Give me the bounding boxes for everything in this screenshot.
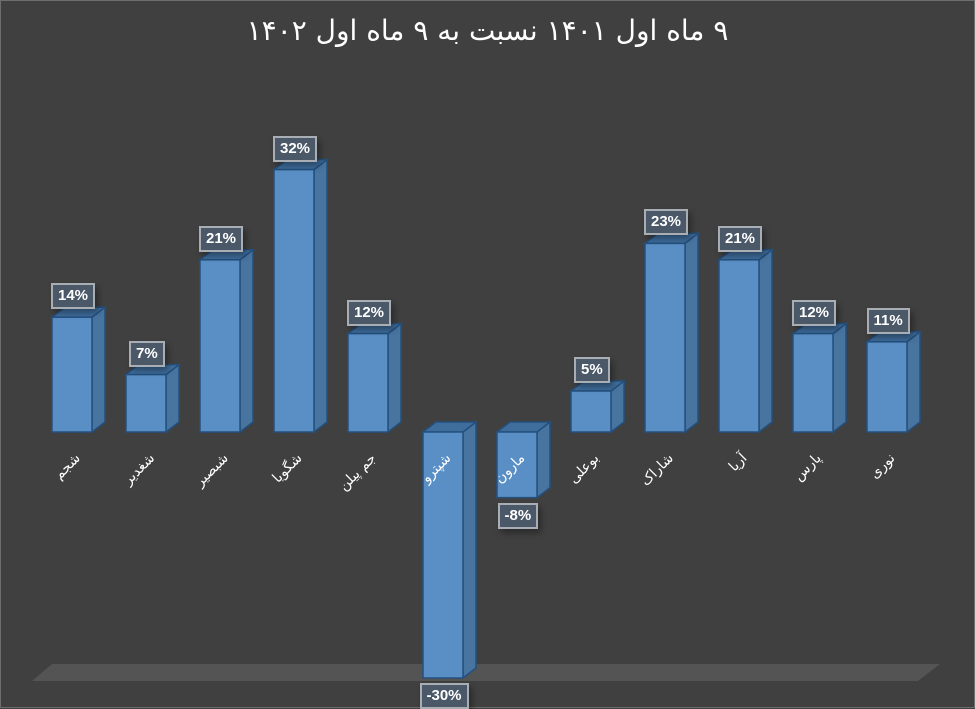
- bar-front: [347, 332, 389, 433]
- data-label: -8%: [497, 502, 539, 529]
- bar-side: [165, 363, 180, 434]
- bar-side: [684, 231, 699, 434]
- bar-side: [387, 322, 402, 434]
- bar-8: [642, 231, 701, 434]
- bar-9: [716, 248, 775, 434]
- bar-6: [494, 420, 553, 500]
- bar-front: [51, 316, 93, 433]
- bar-4: [345, 322, 404, 434]
- bar-front: [496, 431, 538, 499]
- data-label: 21%: [718, 225, 763, 252]
- bar-side: [313, 158, 328, 434]
- bar-front: [199, 259, 241, 433]
- data-label: 5%: [574, 357, 610, 383]
- bar-front: [644, 242, 686, 433]
- data-label: 7%: [129, 340, 165, 367]
- bar-front: [570, 390, 612, 433]
- data-label: 11%: [866, 307, 910, 334]
- bar-side: [906, 330, 921, 434]
- bar-side: [832, 322, 847, 434]
- data-label: -30%: [419, 683, 469, 709]
- data-label: 12%: [792, 299, 837, 326]
- bar-3: [271, 158, 330, 434]
- chart-floor: [32, 664, 940, 681]
- bar-10: [790, 322, 849, 434]
- bar-1: [123, 363, 182, 434]
- bar-front: [718, 259, 760, 433]
- bar-2: [197, 248, 256, 434]
- bar-front: [125, 373, 167, 433]
- bar-5: [420, 420, 479, 680]
- bar-7: [568, 379, 627, 434]
- bar-side: [239, 248, 254, 434]
- bar-side: [536, 420, 551, 500]
- bar-front: [273, 168, 315, 433]
- data-label: 12%: [347, 299, 392, 326]
- bar-side: [91, 305, 106, 434]
- bar-side: [462, 420, 477, 680]
- bar-side: [758, 248, 773, 434]
- chart-title: ۹ ماه اول ۱۴۰۱ نسبت به ۹ ماه اول ۱۴۰۲: [246, 14, 729, 47]
- data-label: 14%: [51, 283, 96, 310]
- data-label: 23%: [644, 209, 689, 236]
- bar-11: [864, 330, 923, 434]
- bar-front: [866, 341, 908, 433]
- data-label: 21%: [199, 225, 244, 252]
- bar-0: [49, 305, 108, 434]
- bar-front: [792, 332, 834, 433]
- data-label: 32%: [273, 135, 318, 162]
- bar-front: [422, 431, 464, 679]
